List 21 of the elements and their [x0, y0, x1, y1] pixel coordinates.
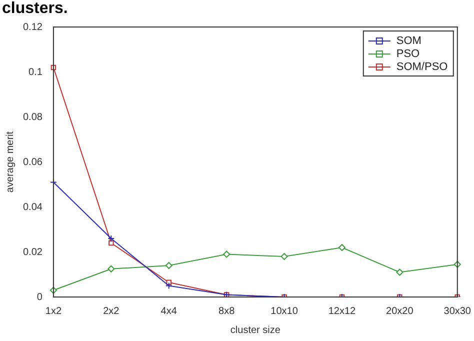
legend-label: SOM/PSO — [396, 61, 448, 74]
y-axis-title: average merit — [4, 131, 16, 193]
x-tick-label: 30x30 — [444, 306, 472, 317]
legend-label: PSO — [396, 48, 420, 60]
y-tick-label: 0.12 — [22, 22, 43, 33]
y-tick-label: 0.06 — [22, 156, 43, 168]
x-tick-label: 4x4 — [160, 306, 178, 317]
y-tick-label: 0 — [36, 292, 43, 303]
y-tick-label: 0.04 — [22, 202, 43, 213]
legend-label: SOM — [396, 35, 422, 48]
x-tick-label: 8x8 — [218, 306, 236, 317]
y-tick-label: 0.1 — [28, 66, 43, 78]
y-tick-label: 0.02 — [22, 246, 43, 258]
x-tick-label: 2x2 — [103, 306, 120, 317]
x-tick-label: 12x12 — [328, 306, 356, 317]
x-tick-label: 10x10 — [270, 306, 298, 317]
y-tick-label: 0.08 — [22, 112, 43, 123]
x-axis-title: cluster size — [230, 324, 281, 336]
x-tick-label: 1x2 — [45, 306, 62, 317]
text: clusters. — [2, 0, 68, 18]
x-tick-label: 20x20 — [386, 306, 414, 317]
